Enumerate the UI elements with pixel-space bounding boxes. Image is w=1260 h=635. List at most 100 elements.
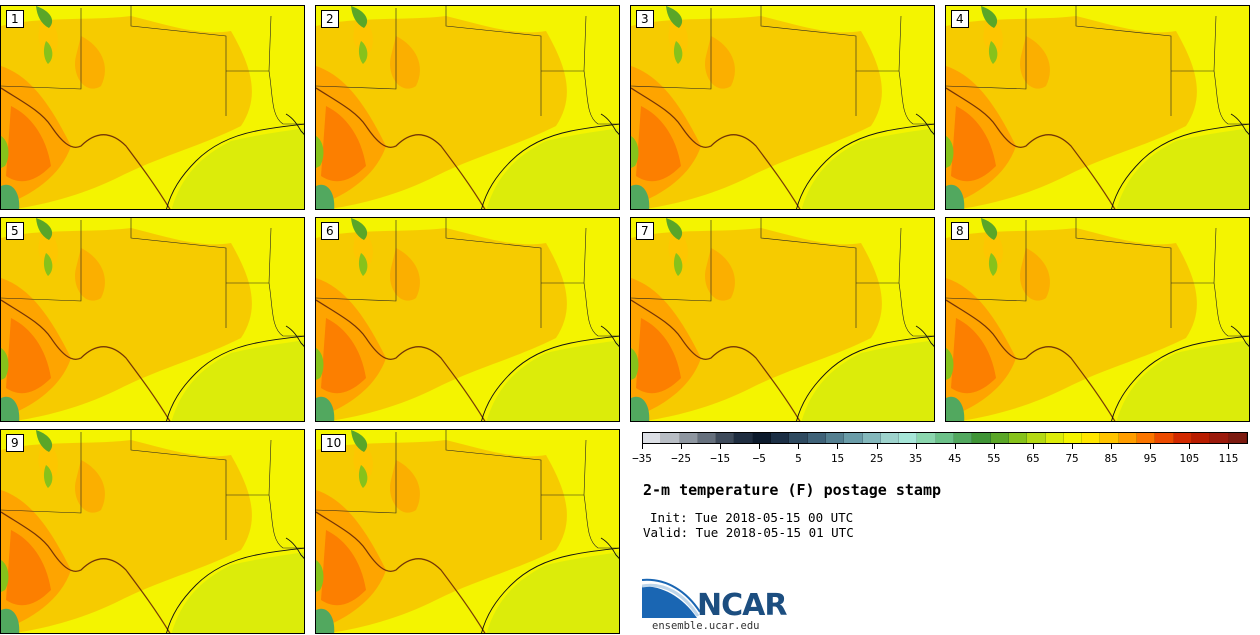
colorbar-tick bbox=[1228, 444, 1230, 449]
temperature-map bbox=[316, 218, 619, 421]
colorbar-tick-label: 115 bbox=[1218, 452, 1239, 465]
colorbar-tick-label: 105 bbox=[1179, 452, 1200, 465]
colorbar-tick bbox=[915, 444, 917, 449]
colorbar-cell bbox=[880, 433, 900, 443]
colorbar-tick-label: 75 bbox=[1065, 452, 1079, 465]
stamp-map-10: 10 bbox=[315, 429, 620, 634]
temperature-map bbox=[1, 218, 304, 421]
colorbar-tick bbox=[720, 444, 722, 449]
colorbar-tick-label: 55 bbox=[987, 452, 1001, 465]
member-label: 9 bbox=[6, 434, 24, 452]
valid-time: Valid: Tue 2018-05-15 01 UTC bbox=[643, 525, 854, 540]
colorbar-cell bbox=[990, 433, 1009, 443]
colorbar-cell bbox=[1210, 433, 1229, 443]
colorbar-tick-label: 25 bbox=[869, 452, 884, 465]
colorbar-cell bbox=[825, 433, 845, 443]
colorbar-tick bbox=[993, 444, 995, 449]
colorbar-cell bbox=[844, 433, 863, 443]
member-label: 5 bbox=[6, 222, 24, 240]
colorbar-tick bbox=[681, 444, 683, 449]
temperature-map bbox=[946, 6, 1249, 209]
init-time: Init: Tue 2018-05-15 00 UTC bbox=[650, 510, 854, 525]
colorbar-cell bbox=[1100, 433, 1119, 443]
colorbar-cell bbox=[679, 433, 698, 443]
temperature-map bbox=[1, 6, 304, 209]
colorbar-tick bbox=[1150, 444, 1152, 449]
member-label: 8 bbox=[951, 222, 969, 240]
colorbar-tick-label: −25 bbox=[671, 452, 692, 465]
colorbar-cell bbox=[697, 433, 717, 443]
colorbar-tick-label: 15 bbox=[830, 452, 845, 465]
colorbar-tick bbox=[876, 444, 878, 449]
colorbar-tick bbox=[1189, 444, 1191, 449]
colorbar-tick bbox=[1111, 444, 1113, 449]
temperature-map bbox=[316, 430, 619, 633]
colorbar-cell bbox=[1045, 433, 1064, 443]
site-url[interactable]: ensemble.ucar.edu bbox=[652, 620, 760, 632]
colorbar-cell bbox=[1027, 433, 1046, 443]
colorbar-cell bbox=[1173, 433, 1192, 443]
colorbar-tick bbox=[1072, 444, 1074, 449]
member-label: 3 bbox=[636, 10, 654, 28]
colorbar-cell bbox=[1155, 433, 1174, 443]
colorbar-cell bbox=[1228, 433, 1247, 443]
temperature-map bbox=[631, 6, 934, 209]
colorbar-cell bbox=[899, 433, 918, 443]
member-label: 2 bbox=[321, 10, 339, 28]
colorbar-cell bbox=[1137, 433, 1156, 443]
member-label: 7 bbox=[636, 222, 654, 240]
logo-wordmark: NCAR bbox=[697, 588, 787, 623]
colorbar-cell bbox=[917, 433, 936, 443]
stamp-map-3: 3 bbox=[630, 5, 935, 210]
colorbar-cell bbox=[716, 433, 735, 443]
colorbar-cell bbox=[771, 433, 790, 443]
colorbar-cell bbox=[1063, 433, 1083, 443]
colorbar-tick-label: −15 bbox=[710, 452, 731, 465]
colorbar-tick-label: 95 bbox=[1143, 452, 1157, 465]
chart-title: 2-m temperature (F) postage stamp bbox=[643, 481, 942, 499]
stamp-map-1: 1 bbox=[0, 5, 305, 210]
temperature-map bbox=[946, 218, 1249, 421]
temperature-map bbox=[316, 6, 619, 209]
stamp-map-5: 5 bbox=[0, 217, 305, 422]
temperature-colorbar bbox=[642, 432, 1248, 444]
member-label: 10 bbox=[321, 434, 347, 452]
member-label: 1 bbox=[6, 10, 24, 28]
stamp-map-4: 4 bbox=[945, 5, 1250, 210]
stamp-map-2: 2 bbox=[315, 5, 620, 210]
stamp-map-9: 9 bbox=[0, 429, 305, 634]
colorbar-tick-label: 45 bbox=[948, 452, 962, 465]
stamp-map-8: 8 bbox=[945, 217, 1250, 422]
colorbar-tick bbox=[798, 444, 800, 449]
colorbar-cell bbox=[643, 433, 662, 443]
member-label: 6 bbox=[321, 222, 339, 240]
ncar-logo-icon bbox=[642, 578, 701, 618]
colorbar-ticks: −35 −25 −15 −5 5 15 25 35 45 55 65 75 85 95 105 115 bbox=[632, 444, 1248, 474]
colorbar-cell bbox=[1191, 433, 1211, 443]
colorbar-cell bbox=[862, 433, 881, 443]
colorbar-tick bbox=[954, 444, 956, 449]
member-label: 4 bbox=[951, 10, 969, 28]
temperature-map bbox=[1, 430, 304, 633]
colorbar-tick-label: 85 bbox=[1104, 452, 1118, 465]
colorbar-tick bbox=[1032, 444, 1034, 449]
colorbar-tick-label: −5 bbox=[752, 452, 766, 465]
colorbar-tick-label: −35 bbox=[632, 452, 652, 465]
colorbar-cell bbox=[1008, 433, 1028, 443]
colorbar-cell bbox=[661, 433, 680, 443]
colorbar-cell bbox=[1118, 433, 1138, 443]
colorbar-cell bbox=[752, 433, 772, 443]
colorbar-tick-label: 35 bbox=[909, 452, 923, 465]
colorbar-cell bbox=[972, 433, 991, 443]
colorbar-tick bbox=[642, 444, 643, 449]
colorbar-cell bbox=[1082, 433, 1101, 443]
colorbar-cell bbox=[954, 433, 973, 443]
colorbar-tick bbox=[837, 444, 839, 449]
colorbar-tick bbox=[759, 444, 761, 449]
colorbar-cell bbox=[935, 433, 955, 443]
stamp-map-7: 7 bbox=[630, 217, 935, 422]
colorbar-cell bbox=[734, 433, 753, 443]
colorbar-cell bbox=[789, 433, 808, 443]
temperature-map bbox=[631, 218, 934, 421]
stamp-map-6: 6 bbox=[315, 217, 620, 422]
